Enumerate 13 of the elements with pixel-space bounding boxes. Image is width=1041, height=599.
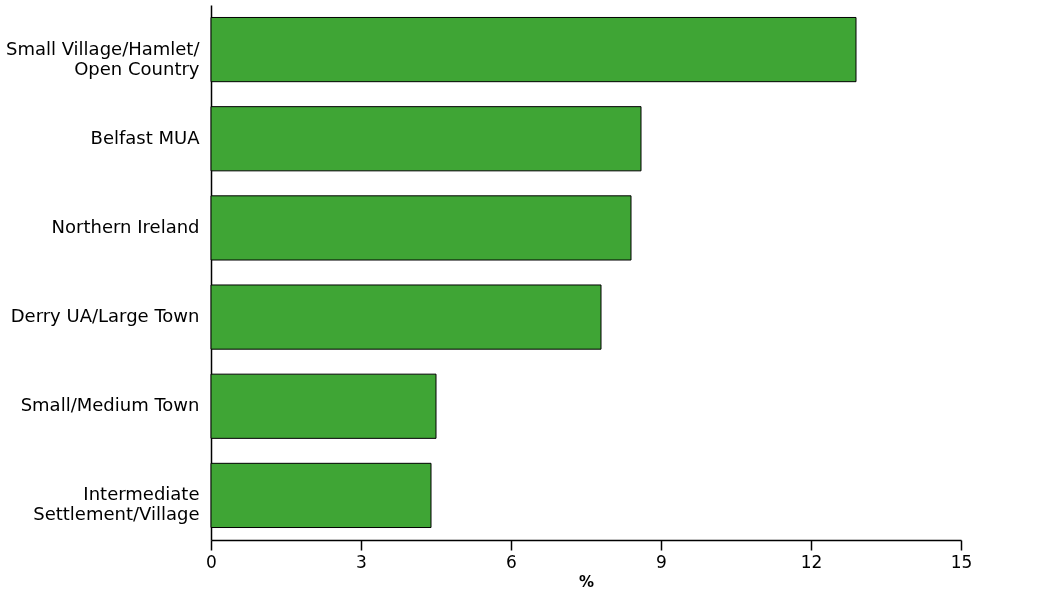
- x-axis-title: %: [578, 572, 595, 591]
- y-tick-label: Derry UA/Large Town: [10, 305, 200, 327]
- x-tick-label: 9: [656, 551, 667, 572]
- x-tick-label: 0: [206, 551, 217, 572]
- x-tick-label: 3: [356, 551, 367, 572]
- x-tick-label: 12: [800, 551, 823, 572]
- x-tick-label: 15: [950, 551, 973, 572]
- x-tick-label: 6: [506, 551, 517, 572]
- y-tick-label: Small/Medium Town: [20, 394, 200, 416]
- y-tick-label: Intermediate Settlement/Village: [33, 483, 200, 525]
- y-tick-label: Belfast MUA: [90, 126, 201, 148]
- y-tick-label: Northern Ireland: [51, 215, 200, 237]
- y-tick-label: Small Village/Hamlet/ Open Country: [5, 37, 201, 79]
